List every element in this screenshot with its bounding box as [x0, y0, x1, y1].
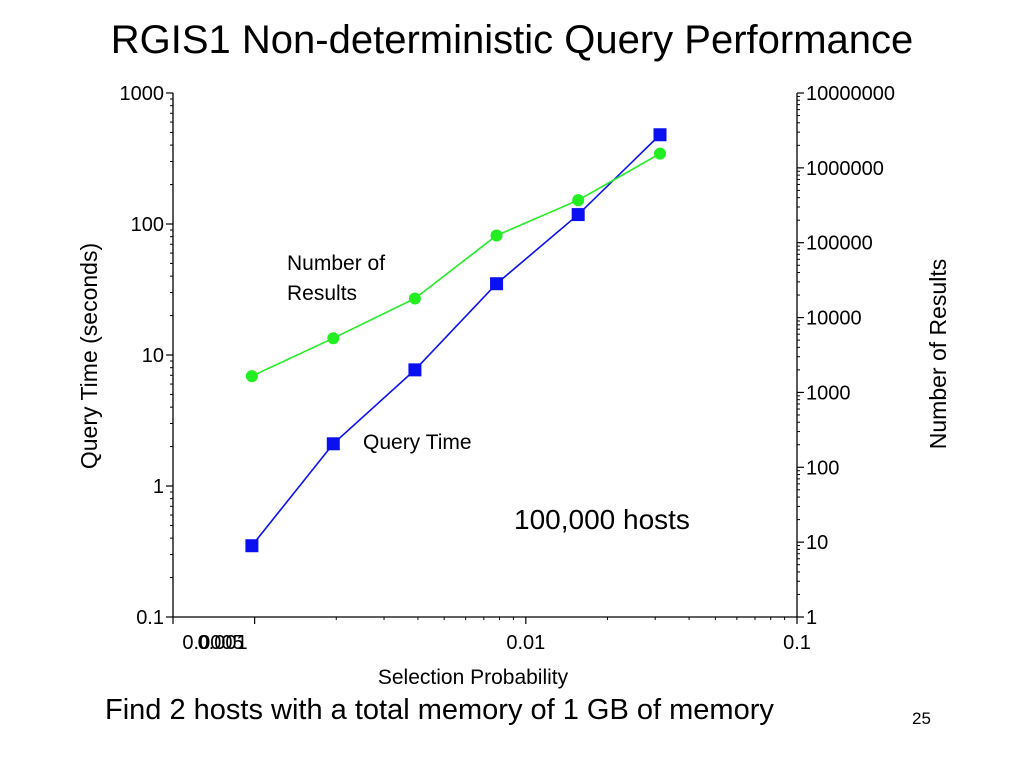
y-tick-label: 1	[153, 476, 164, 498]
hosts-note: 100,000 hosts	[514, 504, 690, 535]
number-of-results-line	[251, 152, 661, 377]
query-time-point	[408, 363, 422, 377]
query-time-point	[245, 539, 259, 553]
query-time-point	[653, 128, 667, 142]
y2-tick-label: 1	[806, 607, 817, 629]
slide-title: RGIS1 Non-deterministic Query Performanc…	[110, 18, 914, 62]
y2-tick-label: 100	[806, 457, 839, 479]
y-tick-label: 1000	[120, 83, 165, 105]
x-tick-label: 0.0005	[182, 632, 243, 654]
y2-axis-label: Number of Results	[925, 259, 951, 449]
slide-number: 25	[912, 709, 931, 728]
number-of-results-point	[408, 292, 421, 305]
chart-axes	[172, 93, 798, 618]
number-of-results-point	[327, 332, 340, 345]
number-of-results-point	[654, 147, 667, 160]
number-of-results-point	[572, 194, 585, 207]
x-tick-label: 0.001	[198, 632, 248, 654]
query-time-line	[251, 134, 661, 547]
y-tick-label: 10	[142, 345, 164, 367]
x-tick-label: 0.01	[506, 632, 545, 654]
y-tick-label: 100	[131, 214, 164, 236]
query-time-point	[490, 277, 504, 291]
y2-tick-label: 10	[806, 532, 828, 554]
y2-tick-label: 10000	[806, 308, 862, 330]
y2-tick-label: 10000000	[806, 83, 895, 105]
x-axis-label: Selection Probability	[378, 666, 569, 689]
y2-tick-label: 100000	[806, 233, 873, 255]
chart-labels: Selection Probability Query Time (second…	[76, 243, 951, 689]
y2-tick-label: 1000000	[806, 158, 884, 180]
y-tick-label: 0.1	[136, 607, 164, 629]
x-tick-label: 0.1	[783, 632, 811, 654]
y2-tick-label: 1000	[806, 382, 851, 404]
results-series-label-line1: Number of	[287, 252, 385, 275]
chart-ticks: 0.1 1 10 100 1000 1 10 100 1000 10000 100000 100000…	[120, 83, 895, 654]
query-time-point	[571, 208, 585, 222]
number-of-results-point	[245, 370, 258, 383]
query-time-point	[326, 437, 340, 451]
slide-caption: Find 2 hosts with a total memory of 1 GB…	[105, 694, 774, 726]
dual-axis-line-chart: 0.1 1 10 100 1000 1 10 100 1000 10000 100000 100000…	[76, 83, 951, 689]
results-series-label-line2: Results	[287, 282, 357, 305]
chart-series	[245, 128, 667, 553]
query-time-series-label: Query Time	[363, 431, 472, 454]
y-axis-label: Query Time (seconds)	[76, 243, 102, 469]
number-of-results-point	[490, 229, 503, 242]
